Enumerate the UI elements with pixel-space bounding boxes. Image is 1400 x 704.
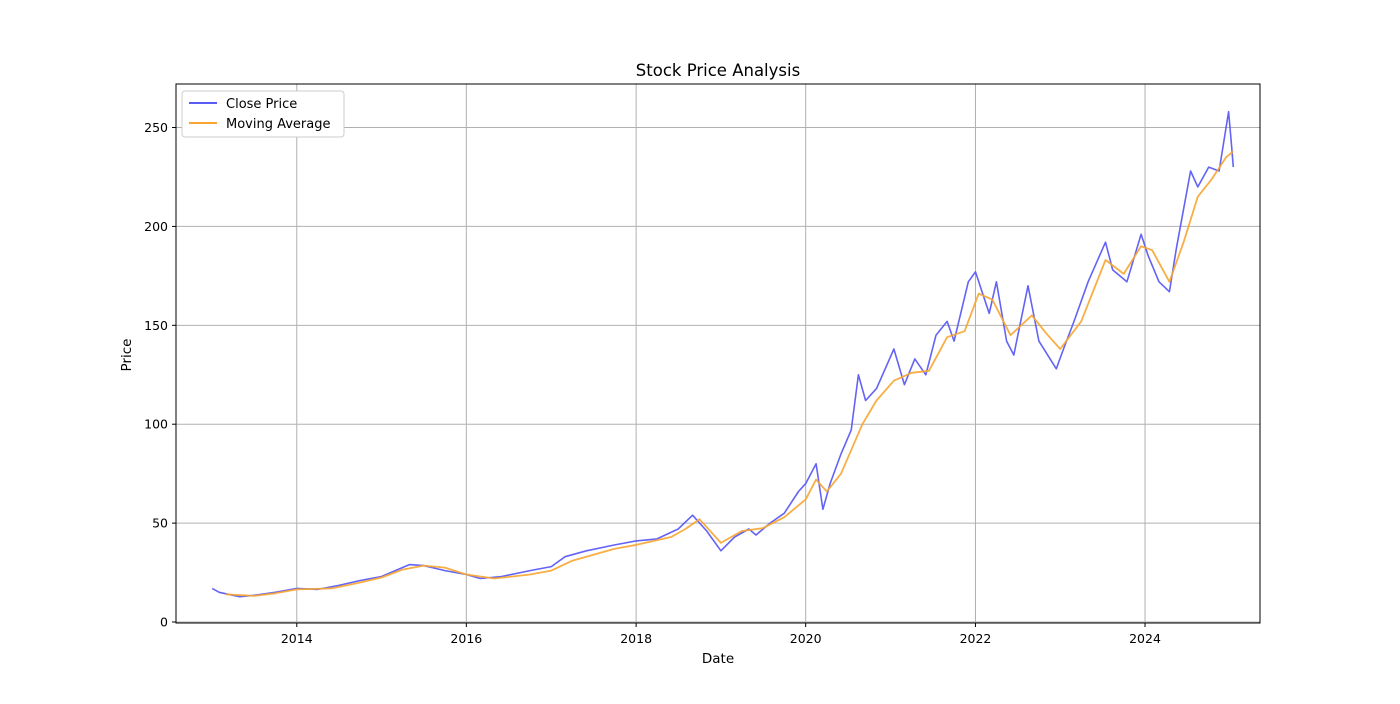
- x-tick-label: 2020: [790, 631, 822, 646]
- moving-average-line: [225, 150, 1234, 597]
- y-axis-label: Price: [119, 339, 135, 372]
- x-tick-label: 2014: [281, 631, 313, 646]
- y-tick-label: 250: [144, 120, 168, 135]
- x-tick-label: 2024: [1129, 631, 1161, 646]
- x-axis-label: Date: [702, 651, 734, 667]
- axis-ticks: 2014 2016 2018 2020 2022 2024 0 50 100 150 200 250: [144, 120, 1161, 646]
- legend: Close Price Moving Average: [181, 90, 345, 138]
- x-tick-label: 2022: [960, 631, 992, 646]
- y-tick-label: 100: [144, 417, 168, 432]
- x-tick-label: 2018: [620, 631, 652, 646]
- legend-label-close-price: Close Price: [226, 97, 297, 112]
- x-tick-label: 2016: [450, 631, 482, 646]
- legend-box: [181, 90, 345, 138]
- y-tick-label: 200: [144, 219, 168, 234]
- y-tick-label: 150: [144, 318, 168, 333]
- y-tick-label: 50: [152, 516, 168, 531]
- plot-frame: [175, 83, 1261, 624]
- plot-series: [211, 110, 1235, 598]
- y-tick-label: 0: [160, 615, 168, 630]
- chart-title: Stock Price Analysis: [636, 61, 800, 80]
- legend-label-moving-average: Moving Average: [226, 117, 330, 132]
